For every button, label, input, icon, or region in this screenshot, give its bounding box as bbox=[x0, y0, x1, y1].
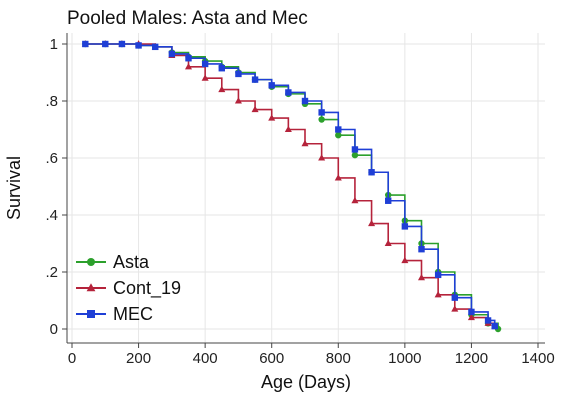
legend-marker-cont-19 bbox=[86, 283, 96, 292]
data-point-asta bbox=[318, 116, 325, 123]
data-point-mec bbox=[368, 169, 375, 176]
data-point-mec bbox=[201, 60, 209, 68]
data-point-cont-19 bbox=[251, 105, 259, 113]
data-point-cont-19 bbox=[351, 196, 359, 204]
data-point-asta bbox=[351, 151, 359, 159]
data-point-cont-19 bbox=[301, 139, 309, 147]
data-point-cont-19 bbox=[234, 97, 242, 104]
x-tick-label: 600 bbox=[259, 350, 284, 367]
data-point-mec bbox=[185, 55, 192, 62]
data-point-mec bbox=[468, 308, 475, 316]
data-point-cont-19 bbox=[334, 174, 342, 181]
data-point-mec bbox=[235, 70, 242, 78]
x-tick-label: 0 bbox=[68, 350, 76, 367]
grid-layer bbox=[67, 33, 545, 343]
x-tick-label: 1000 bbox=[388, 350, 421, 367]
data-point-mec bbox=[451, 294, 458, 301]
data-point-mec bbox=[118, 40, 126, 48]
data-point-mec bbox=[335, 126, 342, 133]
x-tick-label: 1400 bbox=[521, 350, 554, 367]
data-point-mec bbox=[82, 40, 89, 48]
data-point-mec bbox=[318, 109, 325, 116]
x-tick-label: 800 bbox=[326, 350, 351, 367]
legend-label-cont-19: Cont_19 bbox=[113, 278, 181, 299]
data-point-mec bbox=[385, 197, 392, 204]
data-point-mec bbox=[152, 43, 159, 51]
data-point-asta bbox=[335, 132, 342, 139]
data-point-cont-19 bbox=[384, 239, 392, 247]
data-point-mec bbox=[491, 322, 498, 330]
data-point-cont-19 bbox=[318, 154, 326, 161]
y-tick-label: .2 bbox=[45, 264, 58, 281]
data-point-cont-19 bbox=[368, 219, 376, 227]
data-point-cont-19 bbox=[401, 256, 409, 264]
chart-title: Pooled Males: Asta and Mec bbox=[67, 8, 308, 29]
data-point-mec bbox=[168, 50, 176, 58]
data-point-cont-19 bbox=[184, 62, 193, 70]
plot-area bbox=[67, 33, 545, 343]
y-axis-title: Survival bbox=[4, 156, 24, 220]
series-mec bbox=[82, 40, 498, 330]
series-layer bbox=[81, 40, 502, 333]
data-point-mec bbox=[418, 246, 425, 253]
y-tick-label: .6 bbox=[45, 150, 58, 167]
y-tick-label: .4 bbox=[45, 207, 58, 224]
data-point-mec bbox=[218, 65, 225, 72]
y-tick-label: .8 bbox=[45, 93, 58, 110]
x-tick-label: 200 bbox=[126, 350, 151, 367]
data-point-cont-19 bbox=[201, 74, 209, 81]
data-point-mec bbox=[251, 76, 259, 83]
data-point-cont-19 bbox=[467, 313, 475, 321]
data-point-mec bbox=[285, 89, 292, 96]
data-point-cont-19 bbox=[434, 290, 442, 298]
data-point-mec bbox=[268, 82, 275, 89]
data-point-mec bbox=[351, 146, 359, 153]
x-tick-label: 1200 bbox=[455, 350, 488, 367]
legend-marker-mec bbox=[87, 310, 95, 318]
data-point-mec bbox=[484, 317, 492, 324]
x-axis-title: Age (Days) bbox=[261, 372, 351, 392]
legend: Asta Cont_19 MEC bbox=[76, 252, 181, 324]
data-point-mec bbox=[135, 42, 142, 49]
data-point-mec bbox=[401, 223, 409, 230]
data-point-mec bbox=[102, 40, 109, 48]
data-point-cont-19 bbox=[218, 85, 226, 93]
data-point-mec bbox=[434, 271, 442, 279]
data-point-cont-19 bbox=[417, 273, 426, 281]
legend-label-mec: MEC bbox=[113, 304, 153, 324]
axes-layer: 0 200 400 600 800 1000 1200 1400 0 .2 .4 .6 .8 1 bbox=[45, 33, 555, 367]
y-tick-label: 1 bbox=[50, 36, 58, 53]
data-point-cont-19 bbox=[268, 114, 276, 121]
data-point-cont-19 bbox=[284, 125, 292, 133]
legend-marker-asta bbox=[87, 258, 95, 266]
x-tick-label: 400 bbox=[193, 350, 218, 367]
data-point-mec bbox=[301, 97, 309, 105]
y-tick-label: 0 bbox=[50, 321, 58, 338]
legend-label-asta: Asta bbox=[113, 252, 150, 272]
data-point-cont-19 bbox=[451, 305, 459, 312]
